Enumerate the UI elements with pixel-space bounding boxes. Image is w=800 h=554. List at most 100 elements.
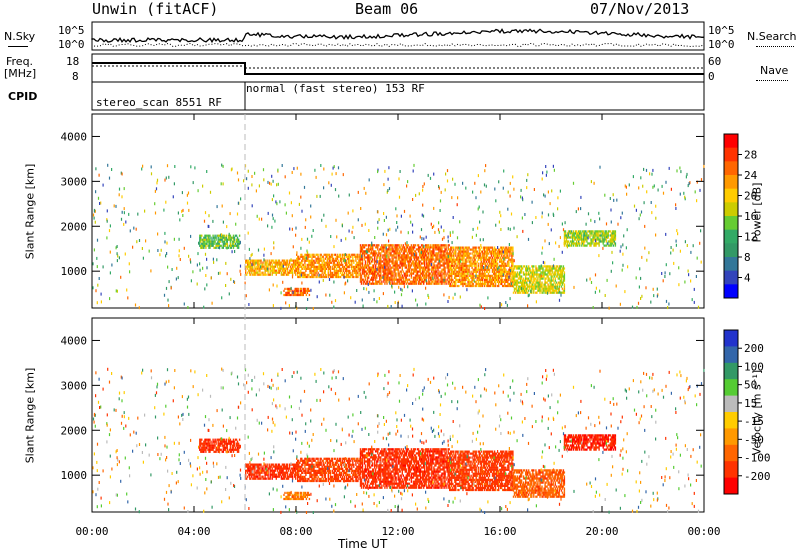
power-cell bbox=[561, 291, 564, 294]
power-cell bbox=[377, 268, 379, 271]
power-cell bbox=[445, 256, 447, 259]
power-cell bbox=[305, 263, 307, 266]
power-cell bbox=[477, 284, 479, 288]
power-cell bbox=[508, 278, 510, 281]
power-cell bbox=[228, 232, 230, 236]
power-cell bbox=[351, 253, 353, 256]
power-cell bbox=[211, 240, 213, 243]
power-cell bbox=[301, 209, 303, 213]
power-cell bbox=[132, 245, 134, 249]
power-cell bbox=[466, 266, 468, 269]
power-cell bbox=[508, 260, 510, 263]
power-cell bbox=[614, 230, 617, 233]
power-cell bbox=[229, 234, 232, 237]
power-cell bbox=[267, 273, 269, 276]
power-cell bbox=[504, 282, 506, 286]
power-cell bbox=[449, 266, 451, 269]
power-cell bbox=[443, 278, 445, 282]
power-cell bbox=[423, 237, 425, 241]
power-cell bbox=[471, 280, 473, 283]
power-cell bbox=[273, 241, 275, 245]
power-cell bbox=[383, 248, 385, 251]
power-cell bbox=[498, 180, 500, 184]
power-cell bbox=[355, 275, 357, 279]
power-cell bbox=[135, 227, 137, 231]
power-cell bbox=[443, 229, 445, 233]
power-cell bbox=[449, 250, 451, 253]
power-cell bbox=[492, 258, 495, 261]
power-cell bbox=[365, 280, 368, 283]
power-cell bbox=[231, 167, 233, 171]
power-cell bbox=[106, 219, 108, 223]
power-cell bbox=[614, 232, 617, 235]
power-cell bbox=[373, 266, 375, 269]
power-cell bbox=[363, 244, 366, 247]
power-cell bbox=[496, 278, 499, 281]
power-cell bbox=[442, 258, 444, 261]
power-cell bbox=[339, 263, 342, 266]
power-cell bbox=[490, 258, 493, 261]
power-cell bbox=[379, 270, 381, 273]
power-cell bbox=[210, 276, 212, 280]
power-cell bbox=[348, 193, 350, 197]
power-cell bbox=[533, 291, 535, 294]
power-cell bbox=[610, 220, 612, 224]
power-cell bbox=[390, 254, 392, 257]
power-cell bbox=[495, 252, 498, 255]
power-cell bbox=[473, 256, 475, 259]
power-cell bbox=[297, 263, 299, 266]
power-cell bbox=[372, 272, 374, 275]
power-cell bbox=[362, 280, 365, 283]
power-cell bbox=[545, 173, 547, 177]
power-cell bbox=[320, 257, 322, 260]
power-cell bbox=[450, 272, 452, 275]
power-cell bbox=[499, 252, 501, 255]
power-cell bbox=[631, 305, 634, 309]
power-cell bbox=[295, 259, 297, 262]
power-cell bbox=[440, 278, 442, 281]
power-cell bbox=[455, 276, 457, 279]
power-cell bbox=[293, 291, 295, 294]
power-cell bbox=[418, 270, 421, 273]
power-cell bbox=[493, 254, 496, 257]
power-cell bbox=[447, 244, 449, 247]
power-cell bbox=[361, 246, 364, 249]
power-cell bbox=[374, 252, 376, 255]
power-cell bbox=[403, 254, 405, 257]
power-cell bbox=[407, 180, 409, 184]
power-cell bbox=[549, 269, 551, 272]
power-cell bbox=[377, 256, 379, 259]
power-cell bbox=[553, 285, 555, 288]
power-cell bbox=[109, 224, 111, 228]
power-cell bbox=[307, 273, 309, 277]
power-cell bbox=[592, 306, 594, 309]
power-cell bbox=[416, 274, 419, 277]
power-cell bbox=[414, 260, 417, 263]
power-cell bbox=[543, 273, 545, 276]
power-cell bbox=[520, 281, 523, 284]
power-cell bbox=[229, 246, 232, 249]
power-cell bbox=[368, 254, 371, 257]
power-cell bbox=[534, 283, 536, 286]
power-cell bbox=[272, 304, 274, 308]
power-cell bbox=[594, 220, 596, 224]
power-cell bbox=[349, 259, 351, 262]
power-cell bbox=[481, 278, 483, 281]
power-cell bbox=[355, 259, 357, 262]
power-cell bbox=[319, 265, 321, 268]
power-cell bbox=[207, 238, 209, 241]
nsky-legend-line bbox=[8, 46, 28, 47]
power-cell bbox=[581, 234, 583, 237]
power-cell bbox=[543, 265, 545, 268]
power-cell bbox=[510, 280, 512, 283]
power-cell bbox=[404, 280, 406, 283]
power-cell bbox=[387, 228, 389, 232]
power-cell bbox=[359, 250, 362, 253]
power-cell bbox=[458, 260, 460, 263]
power-cell bbox=[307, 275, 309, 279]
power-cell bbox=[422, 256, 424, 259]
power-cell bbox=[357, 253, 359, 256]
power-cell bbox=[437, 258, 439, 261]
power-cell bbox=[449, 278, 451, 281]
power-cell bbox=[183, 246, 185, 250]
